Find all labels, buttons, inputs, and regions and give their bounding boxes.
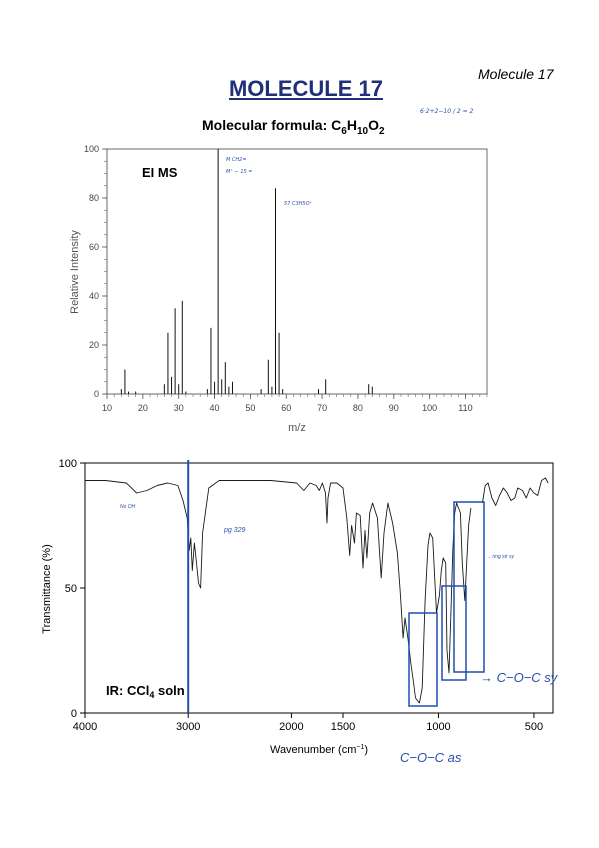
page-title: MOLECULE 17	[228, 76, 384, 101]
ir-title: IR: CCl4 soln	[106, 683, 185, 700]
ir-note-ring: → ring str sy	[486, 554, 515, 560]
ms-frame	[106, 148, 488, 395]
ms-note-57: 57 C3H5O⁺	[284, 201, 313, 207]
ms-y-tick-label: 100	[84, 144, 99, 154]
ms-y-tick-label: 80	[89, 193, 99, 203]
ir-x-tick-label: 1000	[426, 721, 450, 733]
formula-o-count: 2	[378, 125, 385, 137]
molecular-formula: Molecular formula: C6H10O2	[202, 117, 385, 137]
ms-x-tick-label: 40	[210, 403, 220, 413]
ms-note-41: M CH2=	[226, 157, 247, 163]
ir-note-no-oh: No OH	[120, 504, 136, 510]
ms-y-tick-label: 0	[94, 389, 99, 399]
ir-x-tick-label: 2000	[279, 721, 303, 733]
formula-o-letter: O	[368, 117, 379, 133]
ms-x-tick-label: 110	[458, 403, 472, 413]
ir-spectrum-chart: 4000 3000 2000 1500 1000 500 0 50 100 IR: CCl4 s…	[41, 458, 559, 765]
ms-note-m-minus-15: M⁺ − 15 =	[226, 169, 252, 175]
formula-h-count: 10	[356, 125, 369, 137]
ms-x-tick-label: 100	[422, 403, 437, 413]
ms-x-tick-label: 70	[317, 403, 327, 413]
ms-y-tick-label: 40	[89, 291, 99, 301]
ir-x-tick-label: 500	[525, 721, 543, 733]
formula-h-letter: H	[346, 117, 357, 133]
ir-note-c-o-c-sy: → C−O−C sy	[480, 670, 559, 685]
ms-x-tick-label: 90	[389, 403, 399, 413]
ir-y-tick-label: 0	[71, 708, 77, 720]
ms-x-axis-label: m/z	[288, 422, 306, 434]
ir-x-tick-label: 4000	[73, 721, 97, 733]
ir-box-c-o-c-as	[408, 612, 438, 707]
mass-spectrum-chart: 10 20 30 40 50 60 70 80 90 100 110 0 20 40 60 80 100 EI …	[69, 144, 488, 434]
ir-x-tick-label: 1500	[331, 721, 355, 733]
ir-box-ring	[453, 501, 485, 673]
ms-x-tick-label: 10	[102, 403, 112, 413]
formula-c-count: 6	[341, 125, 347, 137]
ms-title: EI MS	[142, 165, 178, 180]
ir-note-c-o-c-as: C−O−C as	[400, 750, 462, 765]
ms-y-tick-label: 20	[89, 340, 99, 350]
ir-spectrum-trace	[481, 477, 549, 506]
handwritten-unsaturation-calc: 6·2+2−10 / 2 = 2	[420, 108, 474, 115]
ir-y-axis-label: Transmittance (%)	[41, 544, 53, 633]
ms-x-tick-label: 60	[281, 403, 291, 413]
ms-x-tick-label: 50	[245, 403, 255, 413]
ms-x-tick-label: 20	[138, 403, 148, 413]
ms-x-tick-label: 30	[174, 403, 184, 413]
ir-x-axis-label: Wavenumber (cm−1)	[270, 744, 368, 756]
ir-y-tick-label: 100	[59, 458, 77, 470]
ms-y-axis-label: Relative Intensity	[69, 230, 81, 314]
ir-y-tick-label: 50	[65, 583, 77, 595]
ms-y-tick-label: 60	[89, 242, 99, 252]
ir-note-page: pg 329	[223, 527, 246, 534]
ir-spectrum-trace	[85, 480, 472, 704]
ir-x-tick-label: 3000	[176, 721, 200, 733]
corner-label: Molecule 17	[478, 66, 554, 82]
formula-prefix: Molecular formula: C	[202, 117, 342, 133]
ms-x-tick-label: 80	[353, 403, 363, 413]
